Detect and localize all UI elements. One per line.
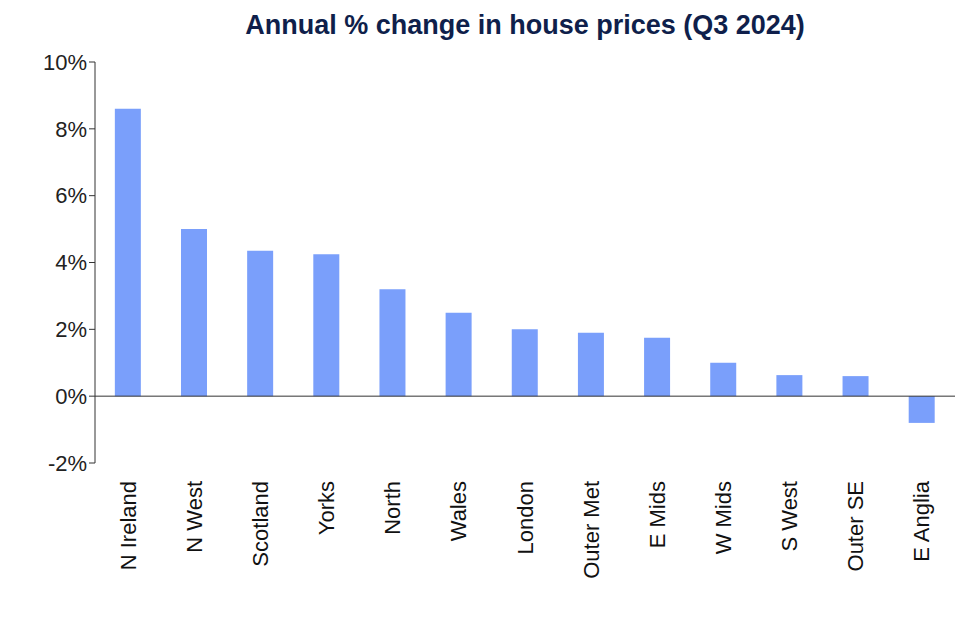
svg-text:Scotland: Scotland — [248, 481, 273, 567]
svg-text:N West: N West — [182, 481, 207, 553]
svg-text:0%: 0% — [55, 384, 87, 409]
svg-text:S West: S West — [777, 481, 802, 552]
svg-text:E Anglia: E Anglia — [909, 480, 934, 561]
svg-text:Wales: Wales — [446, 481, 471, 541]
svg-text:W Mids: W Mids — [711, 481, 736, 554]
svg-text:North: North — [380, 481, 405, 535]
svg-text:E Mids: E Mids — [645, 481, 670, 548]
svg-text:N Ireland: N Ireland — [116, 481, 141, 570]
svg-text:10%: 10% — [43, 50, 87, 75]
svg-text:4%: 4% — [55, 250, 87, 275]
html-text:Annual % change in house price: Annual % change in house prices (Q3 2024… — [245, 10, 805, 40]
svg-text:2%: 2% — [55, 317, 87, 342]
svg-text:Outer Met: Outer Met — [579, 481, 604, 579]
svg-text:6%: 6% — [55, 183, 87, 208]
svg-text:London: London — [513, 481, 538, 554]
svg-text:-2%: -2% — [48, 451, 87, 476]
svg-text:Outer SE: Outer SE — [843, 481, 868, 571]
svg-text:Yorks: Yorks — [314, 481, 339, 535]
svg-text:8%: 8% — [55, 117, 87, 142]
